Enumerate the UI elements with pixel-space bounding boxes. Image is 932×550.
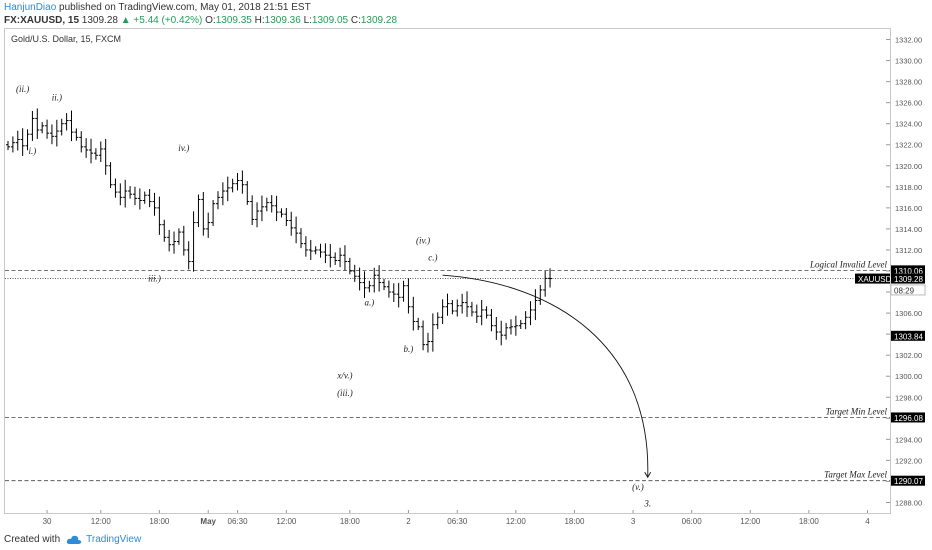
y-tick-label: 1314.00 (895, 225, 922, 234)
wave-label: iv.) (178, 143, 189, 153)
projection-arrowhead-icon (644, 471, 652, 479)
x-tick-label: 12:00 (740, 517, 761, 526)
x-tick-label: 18:00 (340, 517, 361, 526)
y-tick-label: 1330.00 (895, 57, 922, 66)
x-tick-label: May (200, 517, 216, 526)
y-tick-label: 1306.00 (895, 309, 922, 318)
y-tick-label: 1328.00 (895, 78, 922, 87)
y-tick-label: 1320.00 (895, 162, 922, 171)
wave-label: iii.) (148, 274, 161, 284)
y-tick-label: 1302.00 (895, 351, 922, 360)
x-tick-label: 18:00 (564, 517, 585, 526)
y-tick-label: 1322.00 (895, 141, 922, 150)
price-tag (891, 412, 925, 423)
wave-label: (iv.) (416, 236, 430, 246)
level-label: Target Min Level (826, 406, 888, 416)
x-tick-label: 4 (865, 517, 870, 526)
price-tag-label: 1290.07 (894, 477, 923, 486)
x-tick-label: 18:00 (149, 517, 170, 526)
open-label: O: (205, 15, 216, 26)
wave-label: (v.) (632, 482, 644, 492)
footer: Created with TradingView (4, 534, 141, 545)
symbol-tag (855, 273, 890, 284)
price-tag (891, 265, 925, 276)
wave-label: i.) (29, 146, 37, 156)
x-tick-label: 06:30 (228, 517, 249, 526)
price-tag-label: 1310.06 (894, 267, 923, 276)
ohlc-bars (6, 108, 553, 353)
chart-title: Gold/U.S. Dollar, 15, FXCM (11, 34, 121, 44)
wave-label: ii.) (52, 93, 62, 103)
change-up-icon: ▲ (120, 15, 131, 26)
x-tick-label: 12:00 (276, 517, 297, 526)
y-tick-label: 1324.00 (895, 120, 922, 129)
created-with-text: Created with (4, 534, 61, 545)
price-tag-label: 1296.08 (894, 414, 923, 423)
wave-label: (ii.) (16, 84, 29, 94)
price-tag (891, 475, 925, 486)
quote-line: FX:XAUUSD, 15 1309.28 ▲ +5.44 (+0.42%) O… (4, 15, 397, 26)
high-value: 1309.36 (264, 15, 301, 26)
published-text: published on TradingView.com, May 01, 20… (59, 2, 311, 13)
tradingview-brand: TradingView (86, 534, 142, 545)
last-price: 1309.28 (81, 15, 118, 26)
x-tick-label: 06:30 (447, 517, 468, 526)
price-tag-label: 1303.84 (894, 332, 923, 341)
y-tick-label: 1298.00 (895, 393, 922, 402)
price-tag (890, 284, 926, 296)
y-tick-label: 1316.00 (895, 204, 922, 213)
close-label: C: (350, 15, 361, 26)
level-label: Target Max Level (824, 470, 887, 480)
x-tick-label: 2 (406, 517, 411, 526)
wave-label: 3. (643, 499, 651, 509)
open-value: 1309.35 (215, 15, 252, 26)
wave-label: a.) (364, 298, 374, 308)
price-tag (891, 273, 925, 284)
y-tick-label: 1318.00 (895, 183, 922, 192)
y-tick-label: 1326.00 (895, 99, 922, 108)
price-tag-label: 08:29 (894, 286, 915, 295)
y-tick-label: 1294.00 (895, 435, 922, 444)
x-tick-label: 12:00 (91, 517, 112, 526)
x-tick-label: 30 (43, 517, 52, 526)
projection-curve (442, 274, 649, 478)
tradingview-logo[interactable]: TradingView (66, 534, 141, 545)
y-tick-label: 1312.00 (895, 246, 922, 255)
author-link[interactable]: HanjunDiao (4, 2, 57, 13)
close-value: 1309.28 (360, 15, 398, 26)
high-label: H: (254, 15, 265, 26)
x-tick-label: 18:00 (799, 517, 820, 526)
y-tick-label: 1292.00 (895, 456, 922, 465)
wave-label: c.) (428, 252, 437, 262)
level-label: Logical Invalid Level (809, 259, 887, 269)
x-tick-label: 3 (631, 517, 636, 526)
low-label: L: (303, 15, 312, 26)
price-tag-label: 1309.28 (894, 275, 923, 284)
chart-frame[interactable] (4, 28, 891, 514)
wave-label: b.) (404, 344, 414, 354)
symbol-tag-label: XAUUSD (858, 275, 892, 284)
y-tick-label: 1288.00 (895, 498, 922, 507)
x-tick-label: 12:00 (506, 517, 527, 526)
publish-line: HanjunDiao published on TradingView.com,… (4, 2, 311, 13)
change-text: +5.44 (+0.42%) (133, 15, 203, 26)
y-tick-label: 1300.00 (895, 372, 922, 381)
symbol-text: FX:XAUUSD, 15 (4, 15, 80, 26)
x-tick-label: 06:00 (682, 517, 703, 526)
price-tag (891, 330, 925, 341)
wave-label: (iii.) (337, 388, 353, 398)
wave-label: x/v.) (336, 370, 352, 380)
low-value: 1309.05 (311, 15, 349, 26)
cloud-icon (66, 535, 82, 544)
y-tick-label: 1332.00 (895, 36, 922, 45)
